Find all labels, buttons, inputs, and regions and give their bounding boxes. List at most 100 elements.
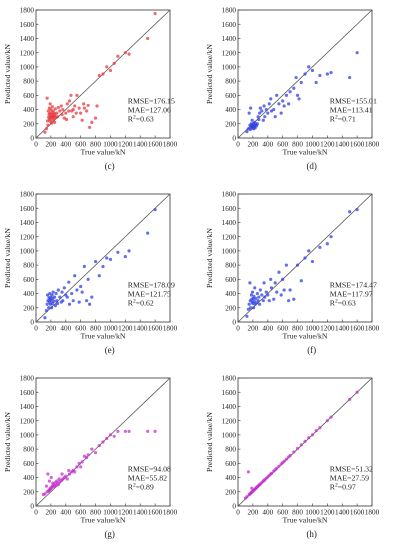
data-point bbox=[47, 479, 52, 483]
panel-label: (e) bbox=[105, 345, 115, 355]
y-tick-label: 200 bbox=[23, 488, 34, 496]
x-tick-label: 1000 bbox=[103, 141, 118, 149]
x-tick-label: 1200 bbox=[320, 325, 335, 333]
data-point bbox=[45, 96, 49, 100]
data-point bbox=[292, 86, 296, 90]
data-point bbox=[60, 112, 64, 117]
x-tick-label: 0 bbox=[236, 141, 240, 149]
x-tick-label: 1200 bbox=[118, 325, 133, 333]
data-point bbox=[123, 254, 127, 259]
y-axis-label: Predicted value/kN bbox=[3, 44, 12, 104]
data-point bbox=[248, 281, 252, 285]
y-tick-label: 1800 bbox=[222, 191, 237, 199]
data-point bbox=[93, 116, 98, 120]
data-point bbox=[245, 130, 249, 134]
y-tick-label: 1600 bbox=[222, 205, 237, 213]
data-point bbox=[55, 301, 60, 306]
x-tick-label: 1000 bbox=[305, 509, 320, 517]
data-point bbox=[257, 117, 261, 122]
data-point bbox=[58, 295, 62, 299]
data-point bbox=[95, 104, 99, 108]
data-point bbox=[252, 294, 256, 298]
metric-label: RMSE=94.08 bbox=[128, 464, 171, 473]
data-point bbox=[65, 102, 69, 106]
y-tick-label: 1400 bbox=[20, 403, 35, 411]
data-point bbox=[79, 111, 83, 115]
data-point bbox=[325, 72, 329, 76]
data-point bbox=[269, 97, 273, 101]
data-point bbox=[101, 440, 105, 444]
x-tick-label: 1800 bbox=[365, 509, 380, 517]
data-point bbox=[97, 274, 101, 278]
data-point bbox=[307, 249, 311, 253]
data-point bbox=[73, 274, 77, 278]
data-point bbox=[245, 495, 249, 499]
data-point bbox=[262, 281, 266, 285]
y-tick-label: 1200 bbox=[222, 417, 237, 425]
data-point bbox=[249, 106, 253, 110]
y-tick-label: 200 bbox=[225, 304, 236, 312]
metric-label: MAE=55.82 bbox=[128, 473, 167, 482]
x-axis-label: True value/kN bbox=[283, 516, 328, 525]
data-point bbox=[299, 80, 303, 85]
x-tick-label: 400 bbox=[60, 325, 71, 333]
y-tick-label: 0 bbox=[30, 319, 34, 327]
data-point bbox=[153, 208, 157, 212]
x-tick-label: 1400 bbox=[133, 325, 148, 333]
data-point bbox=[74, 111, 78, 115]
data-point bbox=[303, 256, 307, 260]
panel-label: (f) bbox=[307, 345, 316, 355]
data-point bbox=[250, 290, 255, 294]
data-point bbox=[80, 118, 84, 122]
data-point bbox=[86, 453, 90, 457]
data-point bbox=[329, 415, 333, 419]
x-tick-label: 0 bbox=[34, 509, 38, 517]
x-tick-label: 800 bbox=[292, 141, 303, 149]
metric-label: MAE=113.41 bbox=[330, 105, 373, 114]
data-point bbox=[90, 447, 94, 451]
x-tick-label: 200 bbox=[247, 509, 258, 517]
x-tick-label: 400 bbox=[60, 509, 71, 517]
data-point bbox=[44, 309, 49, 313]
data-point bbox=[64, 474, 68, 478]
data-point bbox=[279, 111, 283, 115]
data-point bbox=[307, 65, 311, 69]
x-tick-label: 1400 bbox=[335, 141, 350, 149]
metric-label: R2=0.63 bbox=[128, 114, 154, 123]
data-point bbox=[146, 36, 150, 41]
panel-label: (h) bbox=[306, 529, 317, 539]
data-point bbox=[56, 288, 60, 292]
data-point bbox=[53, 120, 57, 124]
data-point bbox=[65, 477, 69, 481]
chart-panel: 0020020040040060060080080010001000120012… bbox=[205, 191, 380, 355]
data-point bbox=[82, 264, 86, 269]
data-point bbox=[59, 104, 63, 108]
data-point bbox=[48, 102, 52, 106]
x-tick-label: 200 bbox=[45, 325, 56, 333]
metric-label: RMSE=176.15 bbox=[128, 96, 175, 105]
y-tick-label: 400 bbox=[225, 474, 236, 482]
data-point bbox=[269, 277, 273, 281]
data-point bbox=[318, 73, 322, 78]
x-tick-label: 0 bbox=[236, 509, 240, 517]
data-point bbox=[44, 484, 49, 488]
data-point bbox=[116, 429, 120, 433]
metric-label: RMSE=178.09 bbox=[128, 280, 175, 289]
plot-frame bbox=[35, 9, 171, 139]
data-point bbox=[275, 466, 279, 470]
data-point bbox=[116, 54, 120, 58]
data-point bbox=[284, 457, 288, 461]
y-axis-label: Predicted value/kN bbox=[205, 44, 214, 104]
y-tick-label: 800 bbox=[225, 78, 236, 86]
y-axis-label: Predicted value/kN bbox=[205, 412, 214, 472]
y-tick-label: 1800 bbox=[20, 191, 35, 199]
plot-frame bbox=[237, 9, 373, 139]
x-axis-label: True value/kN bbox=[283, 148, 328, 157]
y-tick-label: 1200 bbox=[222, 49, 237, 57]
x-tick-label: 1400 bbox=[133, 509, 148, 517]
data-point bbox=[101, 264, 105, 269]
data-point bbox=[303, 72, 307, 76]
data-point bbox=[62, 286, 66, 290]
data-point bbox=[261, 118, 265, 122]
data-point bbox=[314, 429, 318, 433]
